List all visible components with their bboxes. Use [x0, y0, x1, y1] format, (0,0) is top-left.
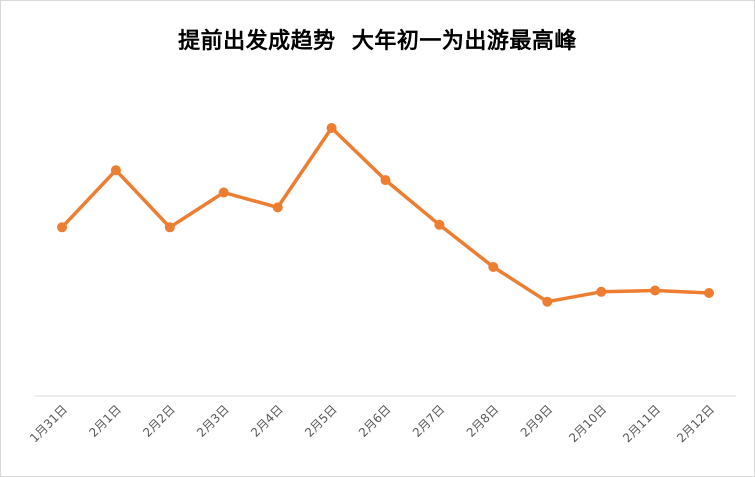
- x-tick-label: 2月10日: [566, 402, 609, 445]
- data-point: [542, 296, 553, 307]
- x-tick-label: 2月9日: [518, 402, 556, 440]
- x-tick-label: 2月11日: [620, 402, 663, 445]
- x-tick-label: 2月6日: [356, 402, 394, 440]
- series-line: [60, 126, 711, 304]
- x-tick-label: 2月12日: [674, 402, 717, 445]
- data-point: [326, 123, 337, 133]
- data-point: [596, 286, 607, 297]
- x-tick-label: 2月8日: [464, 402, 502, 440]
- plot-area: [57, 123, 714, 307]
- data-point: [110, 165, 121, 176]
- x-axis-tick-labels: 1月31日 2月1日 2月2日 2月3日 2月4日 2月5日 2月6日 2月7日 2月8日 2月9…: [27, 402, 717, 445]
- data-point: [488, 262, 499, 272]
- data-point: [650, 285, 661, 296]
- chart-title: 提前出发成趋势 大年初一为出游最高峰: [178, 29, 577, 54]
- data-point: [434, 219, 445, 230]
- x-tick-label: 2月7日: [410, 402, 448, 440]
- x-tick-label: 1月31日: [27, 402, 70, 445]
- x-tick-label: 2月3日: [194, 402, 232, 440]
- x-tick-label: 2月2日: [140, 402, 178, 440]
- data-point: [272, 202, 283, 213]
- x-tick-label: 2月5日: [302, 402, 340, 440]
- x-tick-label: 2月4日: [248, 402, 286, 440]
- x-tick-label: 2月1日: [86, 402, 124, 440]
- data-point: [380, 175, 391, 186]
- data-point: [218, 187, 229, 198]
- data-point: [57, 222, 67, 233]
- data-point: [164, 222, 175, 233]
- data-point: [704, 288, 714, 298]
